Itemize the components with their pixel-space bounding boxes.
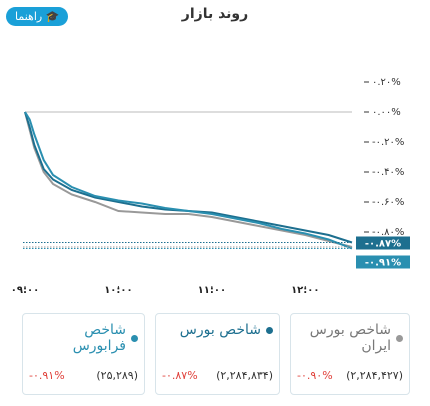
card-change: -۰.۹۱% <box>29 369 65 382</box>
card-name: شاخص بورس ایران <box>309 322 391 354</box>
card-name-row: شاخص بورس ایران <box>297 322 403 354</box>
card-name: شاخص فرابورس <box>72 322 126 354</box>
y-tick-label: ۰.۲۰% <box>372 77 401 88</box>
x-tick-label: ۰۹:۰۰ <box>11 285 39 296</box>
series-line <box>24 111 353 244</box>
x-tick-label: ۱۱:۰۰ <box>198 285 226 296</box>
card-dot <box>131 334 138 342</box>
value-badge-label: -۰.۸۷% <box>365 239 401 250</box>
y-tick-label: -۰.۶۰% <box>372 197 404 208</box>
card-change: -۰.۹۰% <box>297 369 333 382</box>
index-card[interactable]: شاخص فرابورس (۲۵,۲۸۹) -۰.۹۱% <box>22 313 145 395</box>
card-dot <box>266 326 273 334</box>
card-dot <box>396 334 403 342</box>
card-values: (۲۵,۲۸۹) -۰.۹۱% <box>29 369 138 382</box>
card-values: (۲,۲۸۴,۸۳۴) -۰.۸۷% <box>162 369 273 382</box>
card-values: (۲,۲۸۴,۴۲۷) -۰.۹۰% <box>297 369 403 382</box>
help-label[interactable]: راهنما <box>15 10 43 23</box>
y-tick-label: -۰.۴۰% <box>372 167 404 178</box>
card-name-row: شاخص بورس <box>162 322 273 338</box>
y-tick-label: ۰.۰۰% <box>372 107 401 118</box>
value-badge <box>356 236 410 250</box>
series-line <box>24 111 353 250</box>
chart: ۰.۲۰% ۰.۰۰% -۰.۲۰% -۰.۴۰% -۰.۶۰% -۰.۸۰% ۰۹:۰۰ ۱… <box>11 77 410 296</box>
card-index: (۲,۲۸۴,۴۲۷) <box>346 369 403 382</box>
value-badge-label: -۰.۹۱% <box>365 258 401 269</box>
value-badge <box>356 255 410 269</box>
y-tick-label: -۰.۲۰% <box>372 137 404 148</box>
y-tick-label: -۰.۸۰% <box>372 227 404 238</box>
series-line <box>24 111 353 248</box>
index-card[interactable]: شاخص بورس (۲,۲۸۴,۸۳۴) -۰.۸۷% <box>155 313 280 395</box>
card-index: (۲۵,۲۸۹) <box>96 369 138 382</box>
help-button[interactable]: 🎓 راهنما <box>6 7 69 26</box>
card-name-row: شاخص فرابورس <box>29 322 138 354</box>
x-tick-label: ۱۲:۰۰ <box>291 285 319 296</box>
card-index: (۲,۲۸۴,۸۳۴) <box>216 369 273 382</box>
card-change: -۰.۸۷% <box>162 369 198 382</box>
index-card[interactable]: شاخص بورس ایران (۲,۲۸۴,۴۲۷) -۰.۹۰% <box>290 313 410 395</box>
title: روند بازار <box>181 6 249 22</box>
x-tick-label: ۱۰:۰۰ <box>104 285 132 296</box>
card-name: شاخص بورس <box>179 322 261 338</box>
